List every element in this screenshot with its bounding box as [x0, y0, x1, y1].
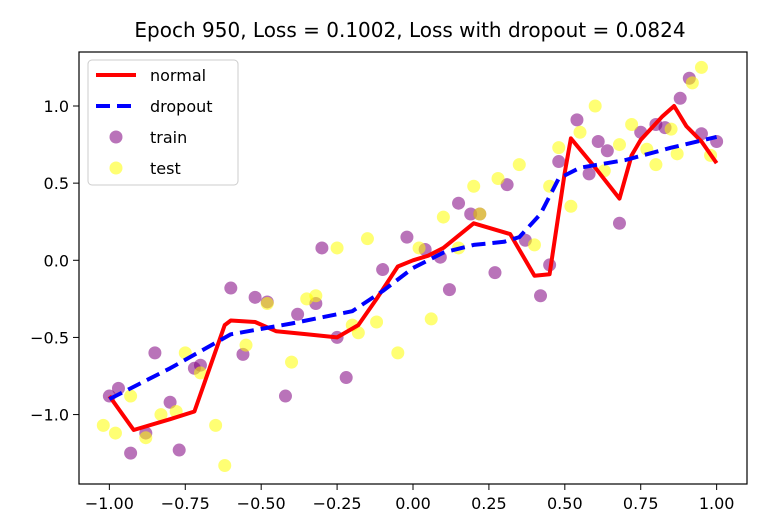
test-point — [424, 312, 438, 326]
train-point — [570, 113, 584, 127]
test-point — [370, 315, 384, 329]
train-point — [376, 263, 390, 277]
train-point — [124, 446, 138, 460]
x-tick-label: 0.25 — [471, 494, 507, 513]
test-point — [473, 207, 487, 221]
train-point — [452, 196, 466, 210]
legend-swatch — [109, 130, 123, 144]
train-point — [278, 389, 292, 403]
test-point — [260, 296, 274, 310]
train-point — [291, 307, 305, 321]
test-point — [685, 76, 699, 90]
test-point — [285, 355, 299, 369]
test-point — [193, 366, 207, 380]
plot-area — [96, 60, 724, 472]
test-point — [670, 147, 684, 161]
train-point — [248, 290, 262, 304]
legend-swatch — [109, 161, 123, 175]
train-point — [148, 346, 162, 360]
x-tick-label: −0.25 — [313, 494, 362, 513]
test-point — [625, 118, 639, 132]
test-point — [649, 158, 663, 172]
test-point — [139, 431, 153, 445]
test-point — [564, 199, 578, 213]
train-point — [464, 207, 478, 221]
test-point — [612, 138, 626, 152]
train-point — [224, 281, 238, 295]
test-point — [108, 426, 122, 440]
train-point — [673, 91, 687, 105]
test-point — [391, 346, 405, 360]
test-point — [512, 158, 526, 172]
test-point — [588, 99, 602, 113]
test-point — [360, 232, 374, 246]
x-tick-label: −0.75 — [161, 494, 210, 513]
legend-entry-train: train — [109, 128, 187, 147]
test-point — [412, 241, 426, 255]
test-point — [436, 210, 450, 224]
series-normal-line — [107, 104, 719, 432]
train-point — [552, 155, 566, 169]
train-point — [172, 443, 186, 457]
legend-entry-dropout: dropout — [96, 97, 213, 116]
test-point — [573, 125, 587, 139]
x-tick-label: 0.50 — [547, 494, 583, 513]
test-point — [218, 458, 232, 472]
test-point — [527, 238, 541, 252]
legend-label: normal — [150, 66, 206, 85]
train-point — [339, 371, 353, 385]
legend-label: dropout — [150, 97, 213, 116]
x-tick-label: −0.50 — [237, 494, 286, 513]
train-point — [442, 283, 456, 297]
train-point — [163, 395, 177, 409]
test-point — [467, 179, 481, 193]
y-tick-label: 0.0 — [44, 251, 69, 270]
train-point — [111, 381, 125, 395]
legend-label: test — [150, 159, 181, 178]
x-tick-label: −1.00 — [85, 494, 134, 513]
test-point — [124, 389, 138, 403]
x-tick-label: 0.75 — [623, 494, 659, 513]
test-point — [96, 418, 110, 432]
train-point — [488, 266, 502, 280]
chart-title: Epoch 950, Loss = 0.1002, Loss with drop… — [134, 18, 685, 42]
test-point — [154, 408, 168, 422]
test-point — [209, 418, 223, 432]
x-tick-label: 1.00 — [699, 494, 735, 513]
test-point — [351, 326, 365, 340]
y-tick-label: −1.0 — [30, 406, 69, 425]
legend-entry-test: test — [109, 159, 181, 178]
legend-label: train — [150, 128, 187, 147]
series-dropout-line — [108, 134, 718, 401]
train-point — [534, 289, 548, 303]
test-point — [694, 60, 708, 74]
axes: −1.00 −0.75 −0.50 −0.25 0.00 0.25 0.50 0.75 1.00… — [30, 97, 734, 513]
test-point — [664, 122, 678, 136]
train-point — [591, 134, 605, 148]
legend-box — [87, 59, 239, 186]
x-tick-label: 0.00 — [395, 494, 431, 513]
legend: normal dropout train test — [87, 59, 239, 186]
y-tick-label: −0.5 — [30, 328, 69, 347]
train-point — [315, 241, 329, 255]
test-point — [491, 172, 505, 186]
test-point — [309, 289, 323, 303]
y-tick-label: 0.5 — [44, 174, 69, 193]
train-point — [600, 144, 614, 158]
test-point — [552, 141, 566, 155]
test-point — [330, 241, 344, 255]
train-point — [500, 178, 514, 192]
train-point — [612, 216, 626, 230]
test-point — [239, 338, 253, 352]
y-tick-label: 1.0 — [44, 97, 69, 116]
train-point — [582, 167, 596, 181]
legend-entry-normal: normal — [96, 66, 206, 85]
train-point — [400, 230, 414, 244]
